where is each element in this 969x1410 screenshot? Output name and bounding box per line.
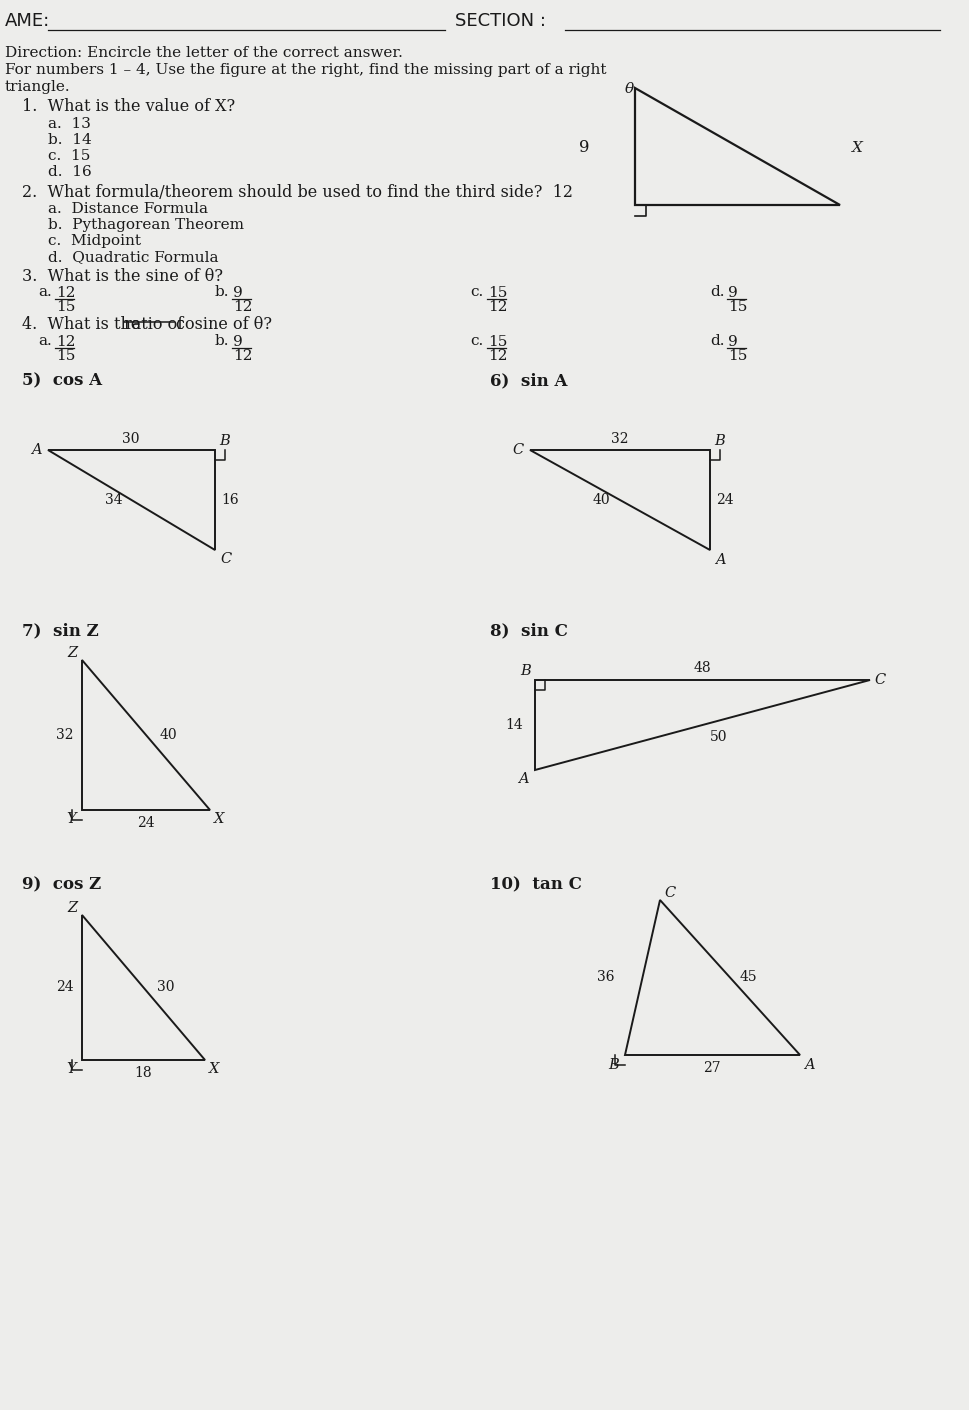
Text: 16: 16 xyxy=(221,493,238,508)
Text: b.  Pythagorean Theorem: b. Pythagorean Theorem xyxy=(47,219,244,233)
Text: Direction: Encircle the letter of the correct answer.: Direction: Encircle the letter of the co… xyxy=(5,47,402,61)
Text: c.  Midpoint: c. Midpoint xyxy=(47,234,141,248)
Text: 18: 18 xyxy=(134,1066,152,1080)
Text: b.: b. xyxy=(215,334,230,348)
Text: 48: 48 xyxy=(693,661,710,675)
Text: triangle.: triangle. xyxy=(5,80,71,94)
Text: B: B xyxy=(519,664,530,678)
Text: 9: 9 xyxy=(233,336,242,350)
Text: 50: 50 xyxy=(709,730,727,744)
Text: A: A xyxy=(803,1058,814,1072)
Text: 7)  sin Z: 7) sin Z xyxy=(22,622,99,639)
Text: A: A xyxy=(517,773,528,785)
Text: d.  16: d. 16 xyxy=(47,165,92,179)
Text: 12: 12 xyxy=(233,350,252,362)
Text: B: B xyxy=(608,1058,618,1072)
Text: 24: 24 xyxy=(715,493,733,508)
Text: 9: 9 xyxy=(728,336,737,350)
Text: θ: θ xyxy=(624,82,634,96)
Text: d.  Quadratic Formula: d. Quadratic Formula xyxy=(47,250,218,264)
Text: 12: 12 xyxy=(56,286,76,300)
Text: AME:: AME: xyxy=(5,13,50,30)
Text: 12: 12 xyxy=(56,336,76,350)
Text: a.: a. xyxy=(38,334,51,348)
Text: 8)  sin C: 8) sin C xyxy=(489,622,567,639)
Text: 12: 12 xyxy=(487,300,507,314)
Text: 24: 24 xyxy=(56,980,74,994)
Text: b.: b. xyxy=(215,285,230,299)
Text: 15: 15 xyxy=(487,336,507,350)
Text: 5)  cos A: 5) cos A xyxy=(22,372,102,389)
Text: 32: 32 xyxy=(56,728,74,742)
Text: a.  13: a. 13 xyxy=(47,117,91,131)
Text: A: A xyxy=(31,443,42,457)
Text: a.  Distance Formula: a. Distance Formula xyxy=(47,202,207,216)
Text: c.: c. xyxy=(470,334,483,348)
Text: Z: Z xyxy=(68,646,78,660)
Text: 6)  sin A: 6) sin A xyxy=(489,372,567,389)
Text: 40: 40 xyxy=(160,728,177,742)
Text: Y: Y xyxy=(66,1062,76,1076)
Text: Z: Z xyxy=(68,901,78,915)
Text: b.  14: b. 14 xyxy=(47,133,92,147)
Text: 2.  What formula/theorem should be used to find the third side?  12: 2. What formula/theorem should be used t… xyxy=(22,183,573,202)
Text: B: B xyxy=(219,434,230,448)
Text: 9: 9 xyxy=(728,286,737,300)
Text: X: X xyxy=(851,141,862,155)
Text: 15: 15 xyxy=(56,300,76,314)
Text: B: B xyxy=(713,434,724,448)
Text: 32: 32 xyxy=(610,431,628,446)
Text: 12: 12 xyxy=(487,350,507,362)
Text: X: X xyxy=(214,812,224,826)
Text: 34: 34 xyxy=(106,493,123,508)
Text: d.: d. xyxy=(709,334,724,348)
Text: For numbers 1 – 4, Use the figure at the right, find the missing part of a right: For numbers 1 – 4, Use the figure at the… xyxy=(5,63,606,78)
Text: C: C xyxy=(664,885,674,900)
Text: SECTION :: SECTION : xyxy=(454,13,546,30)
Text: 15: 15 xyxy=(728,350,746,362)
Text: C: C xyxy=(873,673,885,687)
Text: 15: 15 xyxy=(487,286,507,300)
Text: Y: Y xyxy=(66,812,76,826)
Text: C: C xyxy=(513,443,523,457)
Text: A: A xyxy=(714,553,725,567)
Text: 40: 40 xyxy=(592,493,610,508)
Text: C: C xyxy=(220,551,231,565)
Text: 36: 36 xyxy=(597,970,614,984)
Text: 10)  tan C: 10) tan C xyxy=(489,876,581,893)
Text: 1.  What is the value of X?: 1. What is the value of X? xyxy=(22,99,234,116)
Text: 3.  What is the sine of θ?: 3. What is the sine of θ? xyxy=(22,268,223,285)
Text: 30: 30 xyxy=(122,431,140,446)
Text: 9)  cos Z: 9) cos Z xyxy=(22,876,101,893)
Text: 45: 45 xyxy=(739,970,757,984)
Text: 12: 12 xyxy=(233,300,252,314)
Text: 14: 14 xyxy=(505,718,522,732)
Text: ratio of: ratio of xyxy=(123,316,183,333)
Text: c.: c. xyxy=(470,285,483,299)
Text: 9: 9 xyxy=(233,286,242,300)
Text: 24: 24 xyxy=(137,816,155,830)
Text: c.  15: c. 15 xyxy=(47,149,90,164)
Text: 30: 30 xyxy=(157,980,174,994)
Text: 4.  What is the: 4. What is the xyxy=(22,316,145,333)
Text: cosine of θ?: cosine of θ? xyxy=(176,316,272,333)
Text: d.: d. xyxy=(709,285,724,299)
Text: 15: 15 xyxy=(56,350,76,362)
Text: 27: 27 xyxy=(703,1060,720,1074)
Text: 15: 15 xyxy=(728,300,746,314)
Text: a.: a. xyxy=(38,285,51,299)
Text: 9: 9 xyxy=(578,140,589,157)
Text: X: X xyxy=(208,1062,219,1076)
